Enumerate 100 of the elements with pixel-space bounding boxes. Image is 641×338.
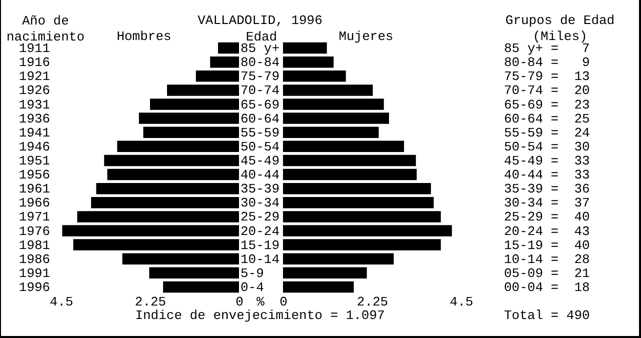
bar: [283, 225, 452, 236]
y-tick-label: 1951: [18, 153, 50, 168]
bar: [143, 126, 239, 138]
bar: [283, 182, 431, 194]
text: Indice de envejecimiento = 1.097: [135, 308, 385, 323]
y-tick-label: 65-69: [240, 97, 280, 112]
x-axis-title: %: [256, 294, 265, 310]
bar: [104, 154, 239, 166]
y-tick-label: 1991: [18, 266, 50, 281]
text: Grupos de Edad: [505, 13, 615, 28]
y-tick-label: 45-49: [240, 153, 280, 168]
y-tick-label: 1936: [18, 111, 50, 126]
text: 75-79 = 13: [504, 69, 590, 84]
y-tick-label: 1926: [18, 83, 50, 98]
text: 65-69 = 23: [504, 97, 590, 112]
text: 00-04 = 18: [504, 280, 590, 295]
y-tick-label: 75-79: [240, 69, 280, 84]
text: (Miles): [532, 29, 588, 44]
y-tick-label: 10-14: [240, 252, 280, 267]
y-tick-label: 25-29: [240, 210, 280, 225]
y-tick-label: 1956: [18, 168, 50, 183]
y-tick-label: 1921: [18, 69, 50, 84]
bar: [283, 112, 390, 124]
bar: [283, 98, 384, 110]
bar: [283, 70, 346, 82]
y-tick-label: 1966: [18, 196, 50, 211]
bar: [122, 253, 239, 264]
text: 60-64 = 25: [504, 111, 590, 126]
x-tick-label: 0: [236, 294, 244, 310]
bar: [283, 84, 373, 96]
bar: [218, 42, 239, 54]
bar: [283, 42, 327, 54]
y-tick-label: 0-4: [240, 280, 264, 295]
text: 80-84 = 9: [504, 55, 590, 70]
y-tick-label: 1996: [18, 280, 50, 295]
bar: [210, 56, 239, 68]
text: 30-34 = 37: [504, 196, 590, 211]
bar: [138, 112, 239, 124]
chart-title: VALLADOLID, 1996: [198, 13, 322, 28]
text: 20-24 = 43: [504, 224, 590, 239]
y-tick-label: 1941: [18, 125, 50, 140]
y-tick-label: 1916: [18, 55, 50, 70]
bar: [96, 182, 239, 194]
bar: [167, 84, 239, 96]
text: 50-54 = 30: [504, 139, 590, 154]
y-tick-label: 30-34: [240, 196, 280, 211]
y-tick-label: 70-74: [240, 83, 280, 98]
bar: [62, 225, 239, 236]
bar: [283, 56, 334, 68]
bar: [283, 281, 354, 293]
y-tick-label: 50-54: [240, 139, 280, 154]
bar: [196, 70, 239, 82]
text: 05-09 = 21: [504, 266, 590, 281]
bar: [283, 140, 404, 152]
y-tick-label: 1946: [18, 139, 50, 154]
series-label: Mujeres: [338, 29, 394, 44]
text: 10-14 = 28: [504, 252, 590, 267]
text: 35-39 = 36: [504, 182, 590, 197]
y-tick-label: 60-64: [240, 111, 280, 126]
bar: [150, 98, 239, 110]
y-tick-label: 1986: [18, 252, 50, 267]
y-tick-label: 1961: [18, 182, 50, 197]
bar: [283, 211, 441, 222]
x-tick-label: 0: [280, 294, 288, 310]
y-tick-label: 1931: [18, 97, 50, 112]
bar: [77, 211, 239, 222]
x-tick-label: 4.5: [50, 294, 74, 310]
text: 40-44 = 33: [504, 168, 590, 183]
text: 25-29 = 40: [504, 210, 590, 225]
x-tick-label: 4.5: [450, 294, 474, 310]
y-tick-label: 1976: [18, 224, 50, 239]
y-tick-label: 40-44: [240, 168, 280, 183]
bar: [117, 140, 239, 152]
y-tick-label: 55-59: [240, 125, 280, 140]
bar: [73, 239, 239, 250]
text: 45-49 = 33: [504, 153, 590, 168]
bar: [163, 281, 239, 293]
y-tick-label: 35-39: [240, 182, 280, 197]
text: 70-74 = 20: [504, 83, 590, 98]
text: 15-19 = 40: [504, 238, 590, 253]
y-tick-label: 15-19: [240, 238, 280, 253]
bar: [283, 154, 416, 166]
bar: [283, 267, 367, 279]
bar: [283, 168, 417, 180]
x-tick-label: 2.25: [356, 294, 388, 310]
y-tick-label: 1981: [18, 238, 50, 253]
text: Total = 490: [504, 308, 590, 324]
bar: [283, 126, 379, 138]
bar: [283, 253, 394, 264]
y-tick-label: 20-24: [240, 224, 280, 239]
text: Hombres: [116, 29, 172, 44]
bar: [283, 239, 441, 250]
bar: [91, 197, 239, 208]
text: 55-59 = 24: [504, 125, 590, 140]
x-tick-label: 2.25: [134, 294, 166, 310]
y-tick-label: 5-9: [240, 266, 264, 281]
bar: [149, 267, 239, 279]
bar: [283, 197, 434, 208]
y-tick-label: 1971: [18, 210, 50, 225]
y-tick-label: 80-84: [240, 55, 280, 70]
